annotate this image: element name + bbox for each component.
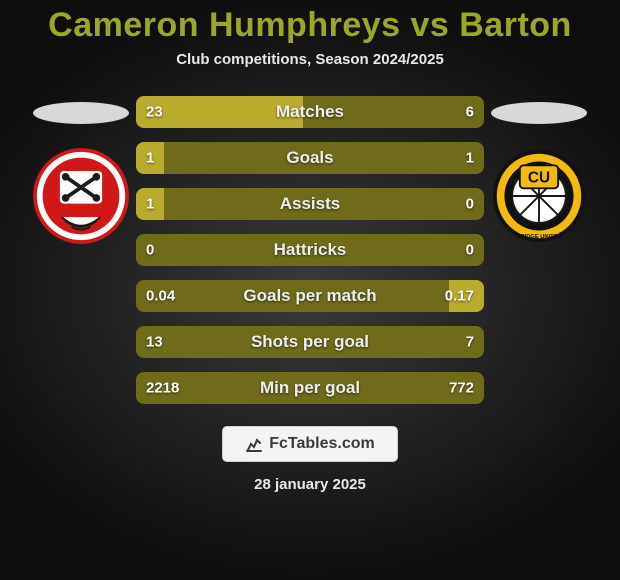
right-player-column: CU BRIDGE UNITED xyxy=(484,96,594,244)
svg-text:BRIDGE UNITED: BRIDGE UNITED xyxy=(516,234,561,240)
left-player-column xyxy=(26,96,136,244)
stat-value-right: 772 xyxy=(449,380,474,397)
stat-row: 1 Assists 0 xyxy=(136,188,484,220)
stat-value-right: 1 xyxy=(466,150,474,167)
generated-date: 28 january 2025 xyxy=(254,476,366,493)
rotherham-crest-icon xyxy=(33,148,129,244)
stat-row: 1 Goals 1 xyxy=(136,142,484,174)
stat-value-right: 0.17 xyxy=(445,288,474,305)
stat-label: Shots per goal xyxy=(251,332,369,352)
stat-label: Min per goal xyxy=(260,378,360,398)
stat-value-left: 0 xyxy=(146,242,154,259)
rotherham-badge xyxy=(33,148,129,244)
stat-value-left: 13 xyxy=(146,334,163,351)
stat-value-left: 1 xyxy=(146,150,154,167)
stat-value-right: 0 xyxy=(466,242,474,259)
stat-value-left: 1 xyxy=(146,196,154,213)
stat-value-left: 2218 xyxy=(146,380,179,397)
brand-text: FcTables.com xyxy=(269,435,375,453)
brand-pill: FcTables.com xyxy=(222,426,398,462)
svg-text:CU: CU xyxy=(528,170,550,187)
player-photo-placeholder-left xyxy=(33,102,129,124)
comparison-subtitle: Club competitions, Season 2024/2025 xyxy=(176,51,444,68)
stat-value-right: 6 xyxy=(466,104,474,121)
footer: FcTables.com 28 january 2025 xyxy=(222,426,398,493)
infographic-container: Cameron Humphreys vs Barton Club competi… xyxy=(0,0,620,580)
stat-value-left: 23 xyxy=(146,104,163,121)
stat-value-right: 7 xyxy=(466,334,474,351)
stat-row: 13 Shots per goal 7 xyxy=(136,326,484,358)
cambridge-badge: CU BRIDGE UNITED xyxy=(491,148,587,244)
stat-label: Goals per match xyxy=(243,286,376,306)
stat-row: 0 Hattricks 0 xyxy=(136,234,484,266)
fctables-logo-icon xyxy=(245,435,263,453)
stat-label: Hattricks xyxy=(274,240,347,260)
stat-row: 0.04 Goals per match 0.17 xyxy=(136,280,484,312)
stat-row: 2218 Min per goal 772 xyxy=(136,372,484,404)
stat-label: Assists xyxy=(280,194,340,214)
stat-value-right: 0 xyxy=(466,196,474,213)
stat-value-left: 0.04 xyxy=(146,288,175,305)
cambridge-crest-icon: CU BRIDGE UNITED xyxy=(491,148,587,244)
stats-column: 23 Matches 6 1 Goals 1 1 Assists 0 0 Hattricks 0 0.0… xyxy=(136,96,484,404)
player-photo-placeholder-right xyxy=(491,102,587,124)
stat-label: Matches xyxy=(276,102,344,122)
main-row: 23 Matches 6 1 Goals 1 1 Assists 0 0 Hattricks 0 0.0… xyxy=(0,96,620,404)
stat-row: 23 Matches 6 xyxy=(136,96,484,128)
comparison-title: Cameron Humphreys vs Barton xyxy=(48,6,572,45)
stat-label: Goals xyxy=(286,148,333,168)
